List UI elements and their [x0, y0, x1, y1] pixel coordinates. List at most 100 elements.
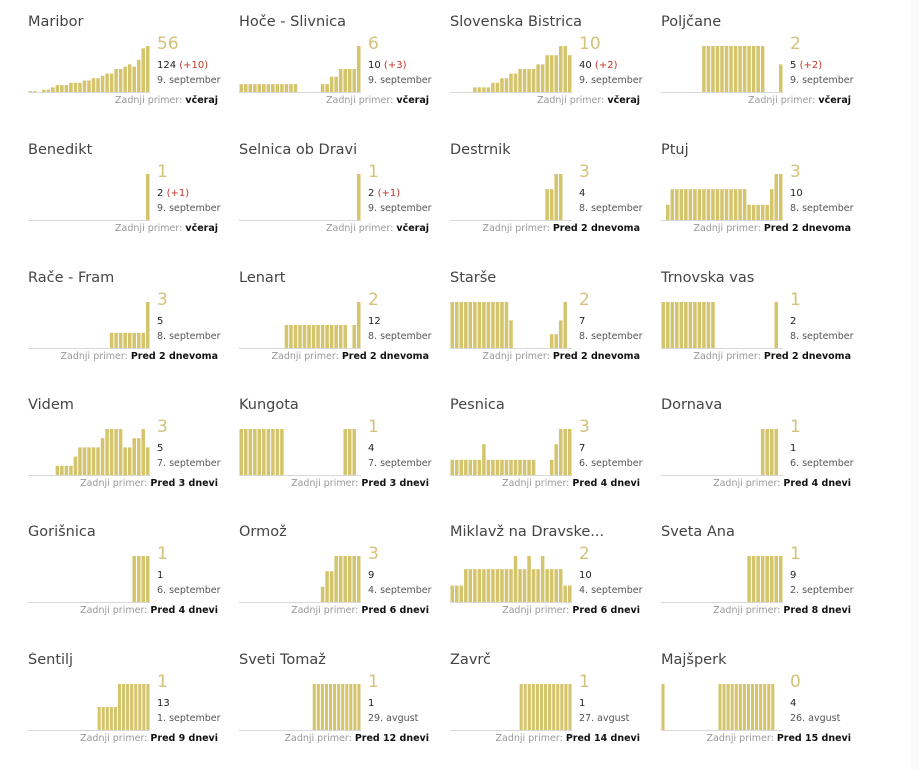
chart-bar — [760, 46, 765, 92]
chart-bar — [136, 438, 141, 475]
last-case-label: Zadnji primer: — [326, 223, 394, 234]
municipality-card-ormoz[interactable]: Ormož 3 9 4. september Zadnji primer: Pred 6… — [239, 524, 439, 644]
municipality-card-maribor[interactable]: Maribor 56 124 (+10) 9. september Zadnji pri… — [28, 14, 228, 134]
last-update-date: 8. september — [579, 331, 643, 342]
municipality-card-zavrc[interactable]: Zavrč 1 1 27. avgust Zadnji primer: Pred 14 … — [450, 652, 650, 772]
sparkline-chart — [450, 556, 572, 603]
chart-bar — [509, 73, 513, 92]
last-case-label: Zadnji primer: — [693, 351, 761, 362]
municipality-card-race-fram[interactable]: Rače - Fram 3 5 8. september Zadnji primer: … — [28, 270, 228, 390]
last-update-date: 9. september — [790, 75, 854, 86]
chart-bar — [352, 69, 356, 92]
municipality-card-kungota[interactable]: Kungota 1 4 7. september Zadnji primer: Pred… — [239, 397, 439, 517]
total-cases-value: 1 — [579, 698, 586, 709]
active-cases-count: 1 — [157, 162, 168, 182]
chart-bar — [477, 569, 482, 602]
active-cases-count: 0 — [790, 672, 801, 692]
last-update-date: 26. avgust — [790, 713, 841, 724]
municipality-card-hoce-slivnica[interactable]: Hoče - Slivnica 6 10 (+3) 9. september Zadnj… — [239, 14, 439, 134]
chart-bar — [307, 325, 311, 348]
chart-bar — [486, 569, 491, 602]
chart-bar — [329, 76, 334, 92]
municipality-card-slovenska-bistrica[interactable]: Slovenska Bistrica 10 40 (+2) 9. september Z… — [450, 14, 650, 134]
chart-bar — [356, 302, 361, 348]
last-update-date: 8. september — [368, 331, 432, 342]
chart-bar — [356, 46, 361, 92]
last-case-line: Zadnji primer: Pred 4 dnevi — [713, 479, 851, 489]
chart-bar — [455, 459, 459, 475]
chart-bar — [464, 569, 468, 602]
chart-bar — [482, 87, 486, 92]
total-cases-value: 5 — [157, 316, 164, 327]
chart-bar — [320, 84, 325, 92]
chart-bar — [747, 556, 751, 602]
municipality-card-pesnica[interactable]: Pesnica 3 7 6. september Zadnji primer: Pred… — [450, 397, 650, 517]
chart-bar — [289, 84, 293, 92]
chart-bar — [522, 569, 527, 602]
chart-bar — [661, 302, 666, 348]
last-case-value: Pred 3 dnevi — [150, 478, 218, 489]
total-cases: 4 — [579, 189, 585, 199]
active-cases-count: 1 — [790, 290, 801, 310]
municipality-card-poljcane[interactable]: Poljčane 2 5 (+2) 9. september Zadnji primer… — [661, 14, 861, 134]
municipality-card-miklavz-na-dravske[interactable]: Miklavž na Dravske... 2 10 4. september Zadn… — [450, 524, 650, 644]
municipality-card-starse[interactable]: Starše 2 7 8. september Zadnji primer: Pred … — [450, 270, 650, 390]
chart-bar — [726, 684, 730, 730]
chart-bar — [97, 707, 101, 730]
chart-bar — [774, 302, 778, 348]
chart-bar — [136, 332, 141, 348]
chart-bar — [69, 465, 73, 475]
municipality-card-destrnik[interactable]: Destrnik 3 4 8. september Zadnji primer: Pre… — [450, 142, 650, 262]
chart-bar — [491, 302, 495, 348]
chart-bar — [257, 84, 262, 92]
municipality-card-sveti-tomaz[interactable]: Sveti Tomaž 1 1 29. avgust Zadnji primer: Pr… — [239, 652, 439, 772]
last-update-date: 29. avgust — [368, 713, 419, 724]
municipality-card-benedikt[interactable]: Benedikt 1 2 (+1) 9. september Zadnji primer… — [28, 142, 228, 262]
chart-bar — [101, 707, 105, 730]
chart-bar — [468, 302, 473, 348]
municipality-card-lenart[interactable]: Lenart 2 12 8. september Zadnji primer: Pred… — [239, 270, 439, 390]
last-case-line: Zadnji primer: včeraj — [326, 96, 429, 106]
active-cases-count: 56 — [157, 34, 179, 54]
last-update-date: 8. september — [157, 331, 221, 342]
total-cases-value: 1 — [157, 570, 164, 581]
municipality-card-sentilj[interactable]: Šentilj 1 13 1. september Zadnji primer: Pre… — [28, 652, 228, 772]
municipality-card-majsperk[interactable]: Majšperk 0 4 26. avgust Zadnji primer: Pred … — [661, 652, 861, 772]
municipality-card-ptuj[interactable]: Ptuj 3 10 8. september Zadnji primer: Pred 2… — [661, 142, 861, 262]
total-cases-value: 10 — [790, 188, 803, 199]
chart-bar — [549, 189, 554, 220]
chart-bar — [679, 189, 684, 220]
chart-bar — [738, 189, 742, 220]
municipality-card-trnovska-vas[interactable]: Trnovska vas 1 2 8. september Zadnji primer:… — [661, 270, 861, 390]
last-case-value: Pred 2 dnevoma — [763, 351, 851, 362]
total-cases-value: 2 — [790, 316, 797, 327]
chart-bar — [711, 189, 715, 220]
chart-bar — [560, 684, 564, 730]
chart-bar — [356, 174, 361, 220]
chart-bar — [293, 84, 298, 92]
sparkline-chart — [239, 429, 361, 476]
chart-bar — [684, 189, 688, 220]
sparkline-chart — [661, 429, 783, 476]
chart-bar — [132, 438, 136, 475]
municipality-card-sveta-ana[interactable]: Sveta Ana 1 9 2. september Zadnji primer: Pr… — [661, 524, 861, 644]
chart-bar — [778, 64, 783, 92]
chart-bar — [765, 556, 769, 602]
scrollbar-track[interactable] — [910, 0, 919, 769]
chart-bar — [123, 332, 127, 348]
chart-bar — [109, 332, 114, 348]
municipality-card-gorisnica[interactable]: Gorišnica 1 1 6. september Zadnji primer: Pr… — [28, 524, 228, 644]
municipality-card-selnica-ob-dravi[interactable]: Selnica ob Dravi 1 2 (+1) 9. september Zadnj… — [239, 142, 439, 262]
municipality-card-videm[interactable]: Videm 3 5 7. september Zadnji primer: Pred 3… — [28, 397, 228, 517]
chart-bar — [105, 707, 109, 730]
chart-bar — [64, 85, 69, 92]
municipality-card-dornava[interactable]: Dornava 1 1 6. september Zadnji primer: Pred… — [661, 397, 861, 517]
last-case-value: včeraj — [185, 95, 218, 106]
total-cases: 10 (+3) — [368, 61, 406, 71]
last-case-value: Pred 2 dnevoma — [552, 223, 640, 234]
chart-bar — [46, 89, 51, 92]
total-cases: 4 — [790, 699, 796, 709]
chart-bar — [280, 429, 284, 475]
last-case-label: Zadnji primer: — [693, 223, 761, 234]
chart-bar — [343, 69, 347, 92]
